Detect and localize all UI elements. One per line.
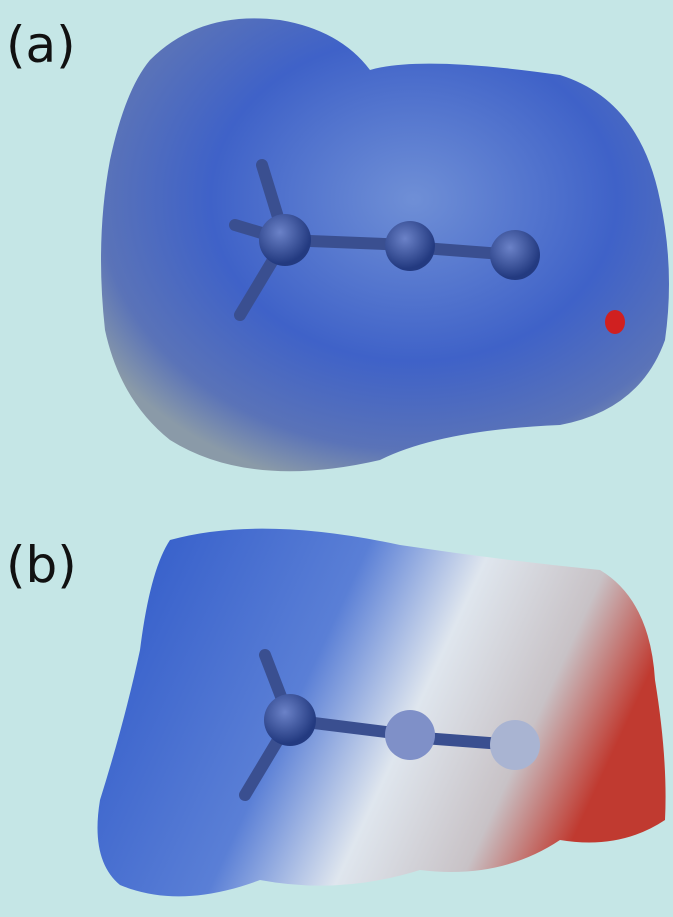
panel-label: (b) — [6, 536, 77, 594]
atom — [490, 230, 540, 280]
atom — [259, 214, 311, 266]
atom — [490, 720, 540, 770]
atom — [385, 221, 435, 271]
contact-spot — [605, 310, 625, 334]
panel-b: (b) — [6, 528, 666, 897]
panel-label: (a) — [6, 16, 76, 74]
atom — [264, 694, 316, 746]
panel-a: (a) — [6, 16, 669, 472]
surface — [97, 528, 666, 897]
atom — [385, 710, 435, 760]
